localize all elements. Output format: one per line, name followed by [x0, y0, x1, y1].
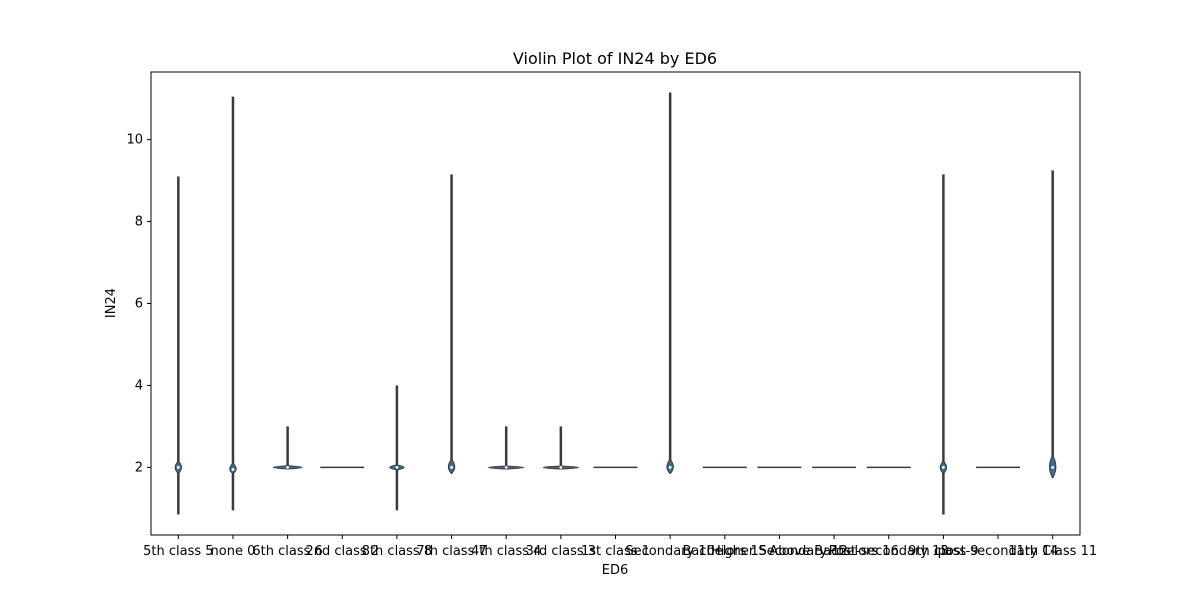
violin-1	[174, 176, 183, 515]
x-tick-label: 1st class 1	[581, 544, 650, 559]
violin-median	[941, 465, 945, 469]
x-tick-label: 8th class 8	[362, 544, 432, 559]
x-tick-label: 4th class 4	[471, 544, 541, 559]
violin-median	[286, 465, 290, 469]
violin-median	[504, 465, 508, 469]
y-tick-label: 6	[135, 297, 143, 312]
violin-15	[939, 174, 948, 515]
x-tick-label: 2nd class 2	[305, 544, 379, 559]
y-tick-label: 4	[135, 378, 143, 393]
violin-median	[176, 465, 180, 469]
violin-6	[447, 174, 456, 475]
violin-median	[231, 468, 235, 471]
violin-median	[559, 465, 563, 469]
chart-title: Violin Plot of IN24 by ED6	[513, 49, 717, 68]
x-tick-label: none 0	[211, 544, 256, 559]
violin-7	[488, 426, 525, 470]
x-tick-label: Higher Secondary 12	[711, 544, 848, 559]
x-tick-label: Bachelors 15	[682, 544, 767, 559]
violin-median	[450, 465, 453, 469]
x-tick-label: Secondary 10	[625, 544, 715, 559]
violin-10	[666, 92, 674, 475]
x-tick-label: 11th Class 11	[1008, 544, 1097, 559]
violin-17	[1048, 170, 1057, 479]
y-tick-label: 10	[126, 133, 143, 148]
x-tick-label: Above Bachelors 16	[769, 544, 899, 559]
violin-5	[389, 385, 405, 511]
violin-8	[542, 426, 579, 470]
violin-median	[395, 465, 399, 469]
y-tick-label: 8	[135, 215, 143, 230]
violin-2	[229, 96, 237, 511]
violin-median	[1051, 465, 1055, 469]
x-tick-label: 9th class 9	[908, 544, 978, 559]
violin-median	[668, 465, 672, 469]
x-tick-label: 7th class 7	[416, 544, 486, 559]
x-tick-label: 6th class 6	[252, 544, 322, 559]
y-tick-label: 2	[135, 460, 143, 475]
x-tick-label: post-secondary 14	[938, 544, 1059, 559]
x-tick-label: Post-secondary 13	[829, 544, 949, 559]
violin-3	[272, 426, 303, 470]
x-tick-label: 3rd class 3	[526, 544, 596, 559]
x-tick-label: 5th class 5	[143, 544, 213, 559]
y-axis-label: IN24	[104, 288, 119, 318]
x-axis-label: ED6	[602, 563, 629, 578]
